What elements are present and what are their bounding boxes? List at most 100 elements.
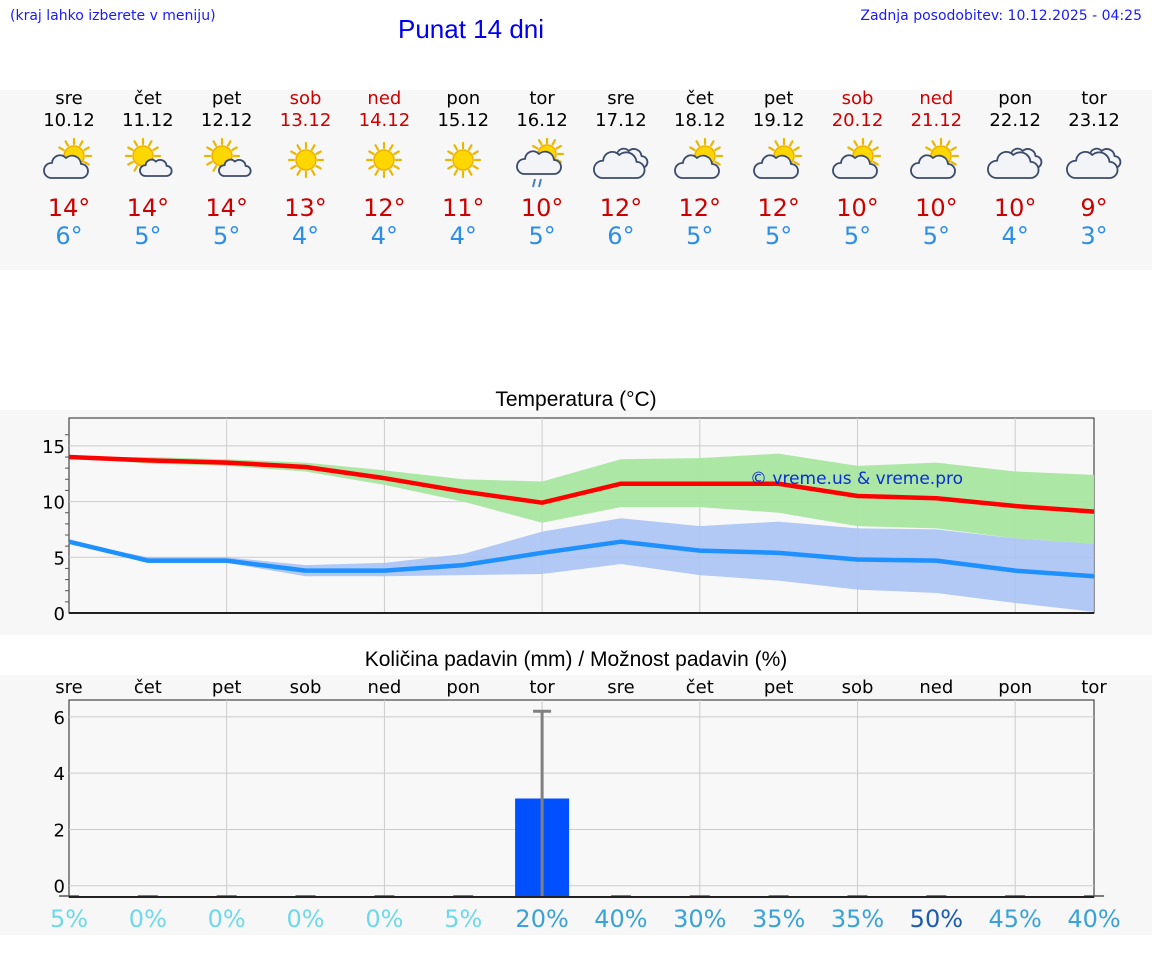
max-temp-line xyxy=(68,454,1095,514)
temp-max: 12° xyxy=(757,194,800,222)
y-tick-label: 0 xyxy=(54,604,65,625)
day-forecast: tor 23.12 9° 3° xyxy=(1054,88,1134,250)
precip-probability: 35% xyxy=(752,905,805,933)
day-date: 10.12 xyxy=(43,110,95,131)
y-tick-label: 10 xyxy=(42,493,65,514)
sun-cloud-icon xyxy=(43,138,93,179)
temp-max: 10° xyxy=(520,194,564,222)
temp-max: 14° xyxy=(47,194,91,222)
temp-min: 4° xyxy=(291,222,320,250)
day-forecast: ned 14.12 12° 4° xyxy=(344,88,424,250)
y-tick-label: 6 xyxy=(54,708,65,729)
temp-min: 5° xyxy=(922,222,950,250)
day-date: 21.12 xyxy=(910,110,963,131)
temp-max: 12° xyxy=(599,194,643,222)
day-date: 23.12 xyxy=(1068,110,1120,131)
temp-min: 5° xyxy=(843,222,872,250)
day-forecast: pon 22.12 10° 4° xyxy=(975,88,1055,250)
precip-probability: 30% xyxy=(673,905,726,933)
temp-min: 5° xyxy=(765,222,793,250)
precip-probability: 5% xyxy=(444,905,482,933)
day-name: sre xyxy=(55,88,83,109)
day-name: sob xyxy=(841,88,874,109)
day-label: sob xyxy=(290,677,322,698)
day-forecast: ned 21.12 10° 5° xyxy=(896,88,976,250)
day-date: 13.12 xyxy=(279,110,332,131)
precip-probability: 45% xyxy=(989,905,1042,933)
day-date: 12.12 xyxy=(200,110,253,131)
day-name: tor xyxy=(529,88,555,109)
sun-small-cloud-icon xyxy=(124,138,173,177)
day-label: ned xyxy=(367,677,401,698)
precip-probability: 40% xyxy=(594,905,647,933)
y-tick-label: 2 xyxy=(54,820,65,841)
temp-min: 6° xyxy=(607,222,635,250)
day-date: 11.12 xyxy=(122,110,174,131)
temp-max: 10° xyxy=(993,194,1037,222)
day-label: sob xyxy=(842,677,874,698)
day-name: ned xyxy=(367,88,402,109)
day-label: sre xyxy=(607,677,634,698)
temp-max: 10° xyxy=(836,194,879,222)
day-date: 19.12 xyxy=(752,110,805,131)
location-hint: (kraj lahko izberete v meniju) xyxy=(10,8,216,24)
y-tick-label: 5 xyxy=(54,548,65,569)
precip-probability: 35% xyxy=(831,905,884,933)
temp-min: 4° xyxy=(370,222,399,250)
temp-max: 13° xyxy=(284,194,327,222)
min-temp-line xyxy=(68,539,1095,579)
day-date: 18.12 xyxy=(674,110,726,131)
day-forecast: sob 13.12 13° 4° xyxy=(266,88,346,250)
day-forecast: tor 16.12 10° 5° xyxy=(502,88,582,250)
temp-min: 3° xyxy=(1080,222,1108,250)
day-forecast: pon 15.12 11° 4° xyxy=(423,88,503,250)
precip-probability: 50% xyxy=(910,905,963,933)
day-forecast: čet 11.12 14° 5° xyxy=(108,88,188,250)
day-date: 17.12 xyxy=(595,110,647,131)
day-label: pon xyxy=(998,677,1032,698)
day-forecast: sre 10.12 14° 6° xyxy=(29,88,109,250)
temp-max: 9° xyxy=(1080,194,1108,222)
day-label: pet xyxy=(212,677,242,698)
temp-max: 14° xyxy=(205,194,248,222)
sun-small-cloud-icon xyxy=(203,138,252,177)
temp-min: 5° xyxy=(213,222,241,250)
day-name: pon xyxy=(446,88,481,109)
precip-probability: 0% xyxy=(208,905,246,933)
temp-max: 12° xyxy=(363,194,406,222)
max-temp-range xyxy=(69,453,1095,544)
cloud-icon xyxy=(987,147,1043,179)
temp-max: 14° xyxy=(126,194,170,222)
day-label: tor xyxy=(1081,677,1107,698)
temp-min: 5° xyxy=(528,222,556,250)
day-name: pet xyxy=(763,88,794,109)
day-name: čet xyxy=(133,88,162,109)
watermark: © vreme.us & vreme.pro xyxy=(750,469,963,489)
day-label: ned xyxy=(919,677,953,698)
sun-cloud-icon xyxy=(831,138,881,179)
day-name: ned xyxy=(919,88,954,109)
precip-probability: 40% xyxy=(1067,905,1120,933)
day-name: pet xyxy=(211,88,242,109)
plot-area xyxy=(68,699,1095,898)
temp-max: 11° xyxy=(441,194,485,222)
precip-probability: 0% xyxy=(365,905,403,933)
day-label: pon xyxy=(446,677,480,698)
temp-min: 4° xyxy=(1001,222,1029,250)
y-tick-label: 4 xyxy=(54,764,65,785)
precipitation-chart-title: Količina padavin (mm) / Možnost padavin … xyxy=(364,648,788,671)
temperature-chart-title: Temperatura (°C) xyxy=(495,388,657,411)
forecast-band xyxy=(0,90,1152,270)
day-name: čet xyxy=(685,88,714,109)
day-forecast: sre 17.12 12° 6° xyxy=(581,88,661,250)
y-tick-label: 0 xyxy=(54,877,65,898)
day-name: sob xyxy=(289,88,322,109)
day-forecast: sob 20.12 10° 5° xyxy=(818,88,898,250)
day-forecast: pet 19.12 12° 5° xyxy=(739,88,819,250)
cloud-icon xyxy=(592,147,649,179)
day-forecast: pet 12.12 14° 5° xyxy=(187,88,267,250)
page-title: Punat 14 dni xyxy=(398,14,545,44)
day-label: čet xyxy=(134,677,162,698)
y-tick-label: 15 xyxy=(42,437,65,458)
sun-icon xyxy=(287,141,324,179)
